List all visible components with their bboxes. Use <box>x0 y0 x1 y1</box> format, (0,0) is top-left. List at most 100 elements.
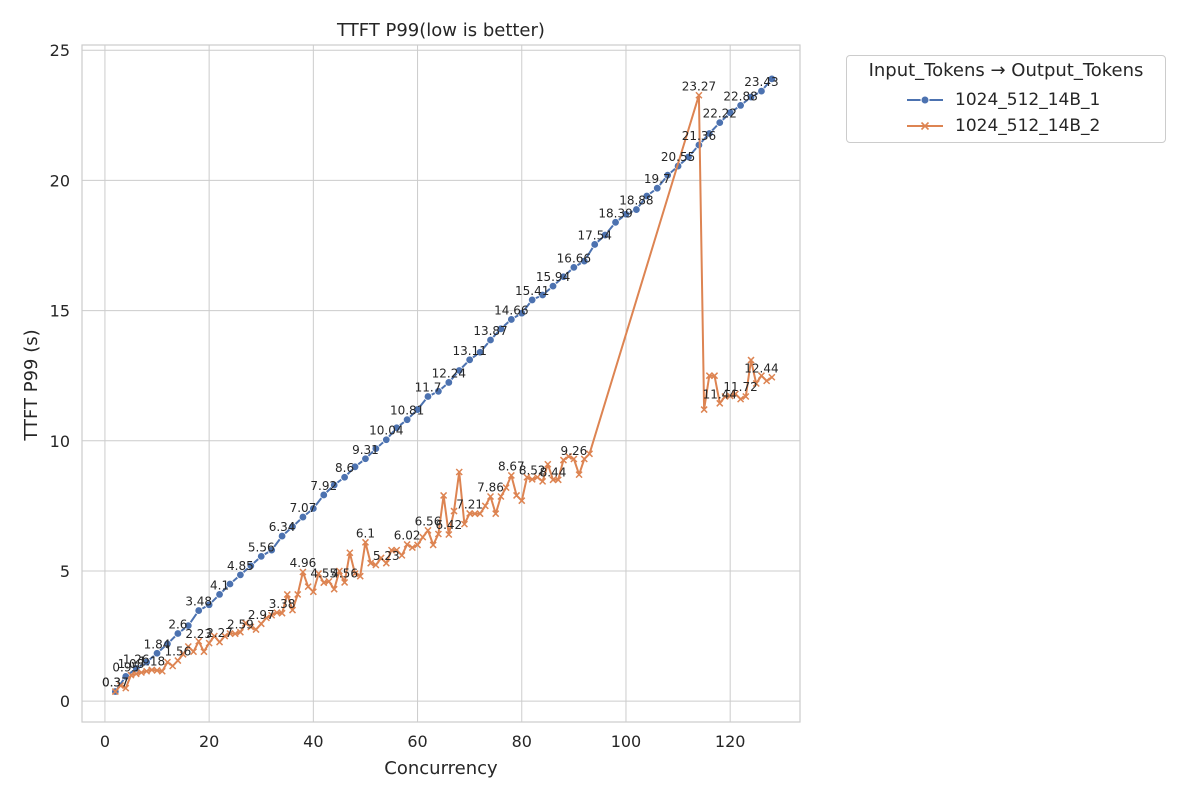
data-point <box>163 658 171 666</box>
data-point <box>382 435 391 444</box>
data-point <box>242 619 250 627</box>
data-label: 1.18 <box>138 654 165 668</box>
data-point <box>423 392 433 401</box>
data-point <box>455 468 463 476</box>
data-point <box>408 544 416 552</box>
data-label: 19.7 <box>644 172 671 186</box>
data-point <box>152 649 162 658</box>
chart-title: TTFT P99(low is better) <box>336 20 545 41</box>
data-point <box>419 533 427 541</box>
data-point <box>111 688 119 696</box>
data-point <box>247 623 255 631</box>
data-label: 6.1 <box>356 526 375 540</box>
data-point <box>559 456 567 464</box>
data-label: 20.55 <box>661 150 695 164</box>
data-labels: 0.37 0.951.261.84 2.6 3.48 4.1 4.85 5.56 6.34 7.… <box>102 75 779 689</box>
x-tick-label: 60 <box>407 732 427 751</box>
data-point <box>325 577 333 585</box>
data-point <box>309 504 318 513</box>
data-point <box>544 460 552 468</box>
data-point <box>705 372 713 380</box>
data-point <box>361 454 370 463</box>
data-label: 8.6 <box>335 461 354 475</box>
data-label: 22.88 <box>723 89 757 103</box>
data-label: 4.55 <box>310 567 337 581</box>
data-point <box>257 620 265 628</box>
x-tick-label: 0 <box>100 732 110 751</box>
y-axis-label: TTFT P99 (s) <box>21 329 42 441</box>
data-point <box>189 648 198 656</box>
data-point <box>294 590 302 598</box>
data-point <box>523 473 531 481</box>
data-label: 12.24 <box>432 366 466 380</box>
plot-border <box>81 44 801 723</box>
data-point <box>554 476 562 484</box>
data-point <box>513 491 521 499</box>
data-point <box>424 526 432 534</box>
data-point <box>267 545 276 555</box>
data-label: 3.38 <box>269 597 296 611</box>
data-point <box>132 670 140 678</box>
data-point <box>335 567 343 575</box>
data-label: 13.11 <box>452 344 486 358</box>
data-point <box>539 477 547 485</box>
data-point <box>184 621 193 630</box>
data-point <box>361 538 369 546</box>
data-point <box>549 476 557 484</box>
data-point <box>757 372 765 380</box>
data-point <box>705 129 714 138</box>
data-point <box>184 642 192 651</box>
data-point <box>204 600 214 610</box>
legend-entry-series-1: 1024_512_14B_1 <box>907 90 1101 110</box>
data-point <box>174 657 182 665</box>
data-label: 2.6 <box>168 617 187 631</box>
data-point <box>559 272 568 281</box>
data-point <box>486 492 495 501</box>
data-point <box>518 497 526 505</box>
data-point <box>460 520 468 528</box>
data-label: 23.43 <box>744 75 778 89</box>
data-label: 7.21 <box>456 497 483 511</box>
x-tick-label: 80 <box>512 732 532 751</box>
data-point <box>350 462 360 472</box>
data-point <box>173 629 183 638</box>
data-point <box>319 490 328 500</box>
series-line-1 <box>114 78 773 693</box>
data-point <box>137 668 145 677</box>
data-label: 22.22 <box>703 107 737 121</box>
data-label: 4.96 <box>290 556 317 570</box>
y-tick-label: 20 <box>50 171 70 190</box>
data-point <box>600 230 610 240</box>
data-point <box>507 315 516 324</box>
data-point <box>283 590 291 598</box>
data-point <box>517 308 526 318</box>
data-label: 7.92 <box>310 479 337 493</box>
data-point <box>570 455 578 463</box>
data-point <box>200 648 208 656</box>
data-label: 12.44 <box>744 361 778 375</box>
data-point <box>711 372 719 380</box>
data-label: 11.44 <box>703 387 737 401</box>
data-point <box>304 583 312 591</box>
data-point <box>122 684 130 692</box>
data-label: 15.41 <box>515 284 549 298</box>
data-point <box>221 632 229 640</box>
data-point <box>414 541 422 549</box>
data-point <box>367 559 375 567</box>
data-label: 15.94 <box>536 270 570 284</box>
data-point <box>278 609 286 617</box>
data-label: 2.97 <box>248 608 275 622</box>
legend-label-series-1: 1024_512_14B_1 <box>955 90 1101 110</box>
data-point <box>315 570 323 578</box>
data-point <box>225 579 235 589</box>
data-label: 8.44 <box>540 465 567 479</box>
data-point <box>371 444 381 453</box>
data-point <box>492 510 500 518</box>
data-point <box>737 395 745 403</box>
data-point <box>387 546 396 554</box>
data-point <box>736 101 745 110</box>
legend-label-series-2: 1024_512_14B_2 <box>955 116 1101 136</box>
data-point <box>742 392 750 401</box>
y-tick-label: 10 <box>50 432 70 451</box>
data-point <box>252 626 260 634</box>
